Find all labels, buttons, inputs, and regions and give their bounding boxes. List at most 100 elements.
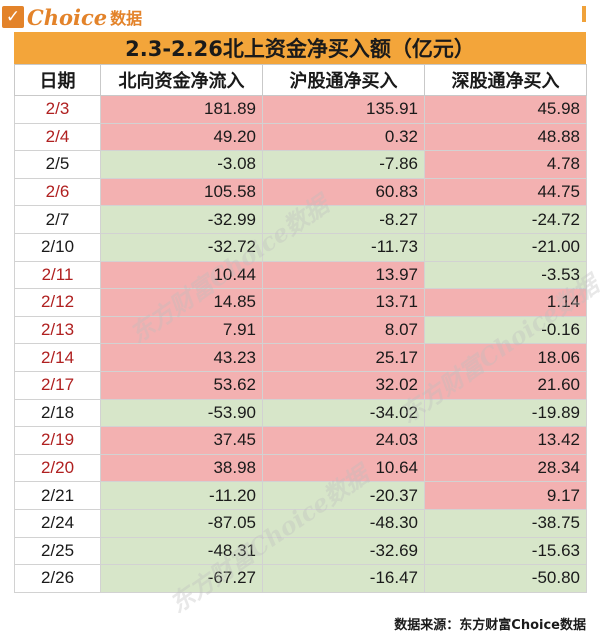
north-value-cell: 10.44	[100, 260, 263, 290]
sh-value-cell: 10.64	[262, 453, 425, 483]
col-header-sh: 沪股通净买入	[262, 64, 425, 96]
sz-value-cell: 44.75	[424, 177, 587, 207]
sh-value-cell: 13.97	[262, 260, 425, 290]
date-cell: 2/17	[14, 370, 101, 400]
sh-value-cell: 13.71	[262, 288, 425, 317]
table-title: 2.3-2.26北上资金净买入额（亿元）	[14, 32, 586, 64]
sz-value-cell: -15.63	[424, 536, 587, 566]
date-cell: 2/20	[14, 453, 101, 483]
date-cell: 2/10	[14, 232, 101, 262]
table-row: 2/19 37.45 24.03 13.42	[14, 426, 587, 455]
table-row: 2/17 53.62 32.02 21.60	[14, 370, 587, 400]
sz-value-cell: 28.34	[424, 453, 587, 483]
sz-value-cell: 18.06	[424, 343, 587, 372]
sz-value-cell: -38.75	[424, 508, 587, 538]
sz-value-cell: 9.17	[424, 481, 587, 510]
date-cell: 2/13	[14, 315, 101, 345]
date-cell: 2/19	[14, 426, 101, 455]
north-value-cell: 53.62	[100, 370, 263, 400]
table-row: 2/24 -87.05 -48.30 -38.75	[14, 508, 587, 538]
table-row: 2/13 7.91 8.07 -0.16	[14, 315, 587, 345]
table-row: 2/11 10.44 13.97 -3.53	[14, 260, 587, 290]
north-value-cell: 105.58	[100, 177, 263, 207]
logo-sub: 数据	[110, 9, 143, 28]
date-cell: 2/14	[14, 343, 101, 372]
table-row: 2/20 38.98 10.64 28.34	[14, 453, 587, 483]
sz-value-cell: -24.72	[424, 205, 587, 234]
sh-value-cell: -11.73	[262, 232, 425, 262]
sh-value-cell: -8.27	[262, 205, 425, 234]
date-cell: 2/21	[14, 481, 101, 510]
sz-value-cell: -19.89	[424, 398, 587, 428]
table-row: 2/26 -67.27 -16.47 -50.80	[14, 564, 587, 593]
logo-brand: Choice	[27, 4, 108, 30]
source-note: 数据来源：东方财富Choice数据	[394, 618, 586, 633]
sh-value-cell: 32.02	[262, 370, 425, 400]
sz-value-cell: 21.60	[424, 370, 587, 400]
north-value-cell: 37.45	[100, 426, 263, 455]
north-value-cell: 7.91	[100, 315, 263, 345]
sh-value-cell: -34.02	[262, 398, 425, 428]
date-cell: 2/6	[14, 177, 101, 207]
north-value-cell: -32.99	[100, 205, 263, 234]
north-value-cell: -32.72	[100, 232, 263, 262]
north-value-cell: 49.20	[100, 122, 263, 152]
sh-value-cell: -48.30	[262, 508, 425, 538]
table-row: 2/6 105.58 60.83 44.75	[14, 177, 587, 207]
col-header-sz: 深股通净买入	[424, 64, 587, 96]
corner-decoration	[582, 6, 586, 22]
date-cell: 2/25	[14, 536, 101, 566]
sh-value-cell: 24.03	[262, 426, 425, 455]
table-row: 2/5 -3.08 -7.86 4.78	[14, 150, 587, 179]
table-row: 2/7 -32.99 -8.27 -24.72	[14, 205, 587, 234]
table-row: 2/18 -53.90 -34.02 -19.89	[14, 398, 587, 428]
sh-value-cell: -16.47	[262, 564, 425, 593]
north-value-cell: 181.89	[100, 95, 263, 124]
date-cell: 2/18	[14, 398, 101, 428]
north-value-cell: -53.90	[100, 398, 263, 428]
sz-value-cell: -3.53	[424, 260, 587, 290]
date-cell: 2/7	[14, 205, 101, 234]
north-value-cell: -87.05	[100, 508, 263, 538]
north-value-cell: -11.20	[100, 481, 263, 510]
sh-value-cell: 0.32	[262, 122, 425, 152]
sh-value-cell: 25.17	[262, 343, 425, 372]
sh-value-cell: 135.91	[262, 95, 425, 124]
table-row: 2/21 -11.20 -20.37 9.17	[14, 481, 587, 510]
sh-value-cell: -7.86	[262, 150, 425, 179]
north-value-cell: -3.08	[100, 150, 263, 179]
sh-value-cell: -20.37	[262, 481, 425, 510]
sz-value-cell: 45.98	[424, 95, 587, 124]
table-row: 2/12 14.85 13.71 1.14	[14, 288, 587, 317]
sh-value-cell: -32.69	[262, 536, 425, 566]
table-row: 2/25 -48.31 -32.69 -15.63	[14, 536, 587, 566]
date-cell: 2/3	[14, 95, 101, 124]
col-header-north: 北向资金净流入	[100, 64, 263, 96]
date-cell: 2/24	[14, 508, 101, 538]
sz-value-cell: -21.00	[424, 232, 587, 262]
sz-value-cell: -50.80	[424, 564, 587, 593]
table-row: 2/4 49.20 0.32 48.88	[14, 122, 587, 152]
sz-value-cell: 1.14	[424, 288, 587, 317]
table-row: 2/14 43.23 25.17 18.06	[14, 343, 587, 372]
date-cell: 2/26	[14, 564, 101, 593]
date-cell: 2/11	[14, 260, 101, 290]
date-cell: 2/12	[14, 288, 101, 317]
sh-value-cell: 60.83	[262, 177, 425, 207]
northbound-flow-table: 日期 北向资金净流入 沪股通净买入 深股通净买入 2/3 181.89 135.91…	[14, 64, 587, 593]
table-row: 2/10 -32.72 -11.73 -21.00	[14, 232, 587, 262]
col-header-date: 日期	[14, 64, 101, 96]
north-value-cell: 38.98	[100, 453, 263, 483]
north-value-cell: -67.27	[100, 564, 263, 593]
date-cell: 2/4	[14, 122, 101, 152]
date-cell: 2/5	[14, 150, 101, 179]
header-row: 日期 北向资金净流入 沪股通净买入 深股通净买入	[14, 64, 587, 96]
choice-logo: ✓ Choice 数据	[2, 2, 142, 32]
north-value-cell: -48.31	[100, 536, 263, 566]
sz-value-cell: 48.88	[424, 122, 587, 152]
north-value-cell: 43.23	[100, 343, 263, 372]
sz-value-cell: -0.16	[424, 315, 587, 345]
table-row: 2/3 181.89 135.91 45.98	[14, 95, 587, 124]
sz-value-cell: 13.42	[424, 426, 587, 455]
checkmark-icon: ✓	[2, 6, 24, 28]
